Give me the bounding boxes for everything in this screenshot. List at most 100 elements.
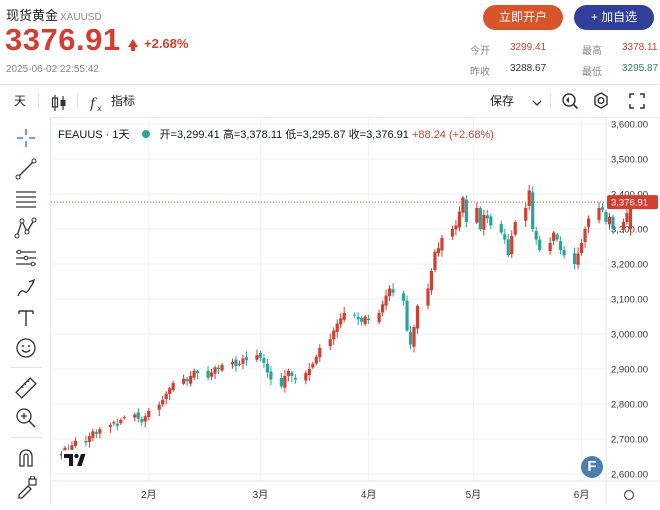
candle-body [597, 208, 601, 220]
candle-body [59, 453, 64, 456]
candle-body [426, 288, 430, 306]
candle-body [339, 318, 343, 325]
candle-body [216, 367, 221, 369]
candle-body [600, 207, 605, 210]
emoji-icon[interactable] [14, 336, 38, 360]
candle-body [405, 300, 409, 331]
open-account-button[interactable]: 立即开户 [483, 5, 563, 30]
quick-search-icon[interactable] [561, 91, 579, 111]
crosshair-icon[interactable] [14, 126, 38, 150]
candle-body [98, 429, 102, 434]
candle-body [63, 447, 67, 452]
candle-body [192, 370, 196, 378]
ohlc-legend: FEAUUS · 1天 开=3,299.41 高=3,378.11 低=3,295… [58, 126, 494, 142]
candle-body [552, 232, 556, 241]
candle-body [164, 393, 168, 400]
axis-settings-icon[interactable] [623, 489, 635, 501]
candle-body [401, 293, 406, 301]
fullscreen-icon[interactable] [628, 91, 646, 111]
candle-body [586, 218, 591, 227]
brush-icon[interactable] [14, 276, 38, 300]
trendline-icon[interactable] [14, 157, 38, 181]
candle-body [332, 330, 336, 340]
stat-high: 最高 3378.11 [582, 42, 658, 57]
candle-body [122, 417, 126, 419]
candle-body [576, 253, 580, 265]
candle-body [136, 412, 140, 419]
candle-body [621, 222, 626, 230]
candle-body [91, 431, 95, 438]
candle-body [307, 369, 311, 376]
text-icon[interactable] [14, 306, 38, 330]
candle-body [461, 197, 465, 213]
candle-style-icon[interactable] [51, 92, 67, 111]
candle-body [133, 414, 137, 418]
candle-body [234, 359, 238, 367]
candle-body [161, 399, 165, 405]
candle-body [213, 367, 217, 374]
candle-body [506, 239, 510, 256]
last-price-tag [607, 195, 658, 210]
candle-body [244, 357, 249, 361]
candle-body [415, 306, 420, 329]
candle-body [454, 225, 458, 230]
price-chart[interactable]: 3,600.00 3,500.00 3,400.00 3,300.00 3,200.00… [51, 117, 660, 505]
candle-body [262, 358, 266, 363]
tradingview-logo[interactable] [62, 450, 88, 470]
candle-body [485, 215, 489, 219]
candle-body [607, 216, 612, 225]
candle-body [503, 234, 507, 240]
candle-body [524, 208, 528, 221]
candle-body [489, 216, 493, 226]
settings-gear-icon[interactable] [592, 91, 610, 111]
candle-body [143, 416, 147, 422]
y-tick-label: 3,000.00 [611, 330, 648, 341]
legend-change: +88.24 (+2.68%) [411, 129, 494, 141]
y-tick-label: 3,100.00 [611, 295, 648, 306]
candle-body [108, 425, 112, 427]
interval-button[interactable]: 天 [14, 94, 27, 108]
magnet-icon[interactable] [14, 446, 38, 470]
candle-body [196, 371, 200, 374]
fib-icon[interactable] [14, 246, 38, 270]
candle-body [499, 223, 503, 233]
y-tick-label: 2,900.00 [611, 365, 648, 376]
candle-body [84, 440, 88, 443]
save-button[interactable]: 保存 [490, 94, 515, 108]
f-badge-icon[interactable]: F [581, 456, 603, 478]
pattern-icon[interactable] [14, 216, 38, 240]
horizontal-lines-icon[interactable] [14, 187, 38, 211]
add-watchlist-button[interactable]: + 加自选 [574, 5, 654, 30]
candle-body [206, 370, 210, 378]
candle-body [356, 316, 360, 320]
lock-draw-icon[interactable] [14, 475, 38, 500]
candle-body [140, 419, 144, 423]
candle-body [265, 364, 270, 373]
candle-body [450, 229, 455, 237]
y-tick-label: 2,800.00 [611, 400, 648, 411]
instrument-name: 现货黄金 [6, 8, 59, 23]
candle-body [625, 213, 629, 223]
candle-body [318, 348, 322, 358]
zoom-icon[interactable] [14, 406, 38, 430]
y-tick-label: 3,300.00 [611, 225, 648, 236]
candle-body [384, 295, 388, 306]
chevron-down-icon[interactable] [532, 92, 542, 110]
y-tick-label: 3,600.00 [611, 120, 648, 131]
candle-body [440, 237, 444, 251]
candle-body [562, 250, 566, 256]
sidebar-divider [10, 367, 42, 368]
x-tick-label: 3月 [253, 489, 269, 501]
last-price-label: 3,376.91 [611, 198, 648, 209]
price-change: +2.68% [128, 36, 188, 51]
ruler-icon[interactable] [14, 376, 38, 400]
candle-body [572, 253, 577, 264]
indicators-button[interactable]: 指标 [111, 94, 136, 108]
legend-low: 低=3,295.87 [285, 129, 346, 141]
legend-open: 开=3,299.41 [159, 129, 220, 141]
candlestick-chart[interactable]: 3,600.00 3,500.00 3,400.00 3,300.00 3,200.00… [51, 117, 660, 505]
candle-body [559, 241, 563, 250]
x-tick-label: 4月 [361, 489, 377, 501]
candle-body [147, 411, 151, 418]
